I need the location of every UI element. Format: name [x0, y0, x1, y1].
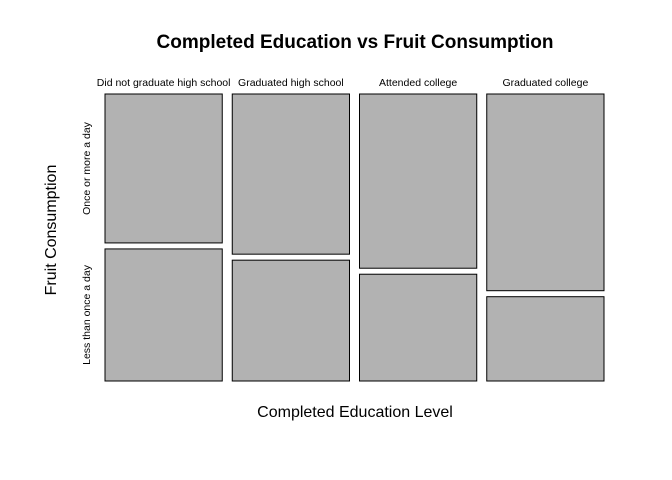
x-category-label: Graduated college [502, 77, 588, 89]
y-category-label: Less than once a day [81, 264, 93, 365]
tile-attended-college-once-or-more-a-day [359, 93, 478, 269]
tile-did-not-graduate-high-school-once-or-more-a-day [104, 93, 223, 244]
x-category-label: Graduated high school [238, 77, 344, 89]
tile-graduated-high-school-less-than-once-a-day [231, 259, 350, 382]
tile-graduated-high-school-once-or-more-a-day [231, 93, 350, 255]
x-axis-label: Completed Education Level [257, 404, 453, 421]
y-category-labels: Once or more a day Less than once a day [81, 121, 93, 365]
x-category-label: Attended college [379, 77, 457, 89]
x-category-label: Did not graduate high school [97, 77, 231, 89]
tile-attended-college-less-than-once-a-day [359, 273, 478, 382]
mosaic-tiles [104, 93, 605, 382]
chart-title: Completed Education vs Fruit Consumption [157, 32, 554, 53]
x-category-labels: Did not graduate high school Graduated hi… [97, 77, 589, 89]
y-axis-label: Fruit Consumption [43, 165, 60, 296]
y-category-label: Once or more a day [81, 121, 93, 215]
tile-graduated-college-once-or-more-a-day [486, 93, 605, 292]
tile-did-not-graduate-high-school-less-than-once-a-day [104, 248, 223, 382]
tile-graduated-college-less-than-once-a-day [486, 296, 605, 382]
